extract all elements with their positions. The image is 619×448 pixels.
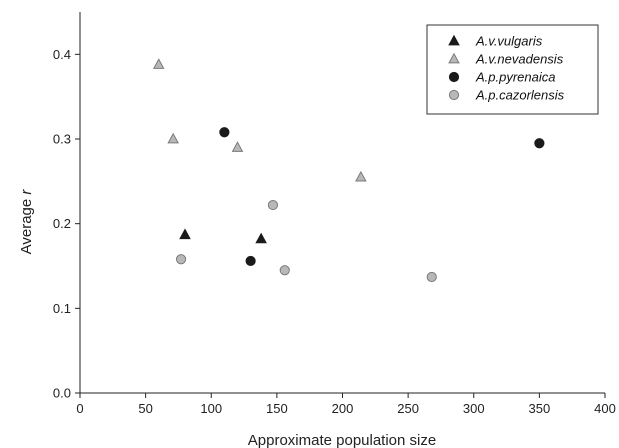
legend-marker (448, 89, 460, 101)
y-tick-label: 0.1 (53, 301, 71, 316)
x-tick-label: 150 (266, 401, 288, 416)
data-point (219, 127, 230, 138)
y-axis-title: Average r (18, 189, 35, 255)
legend-marker (448, 71, 460, 83)
y-tick-label: 0.2 (53, 216, 71, 231)
data-point (534, 138, 545, 149)
data-point (179, 228, 191, 240)
data-point (426, 271, 437, 283)
x-tick-label: 50 (138, 401, 152, 416)
legend-label: A.p.cazorlensis (475, 88, 565, 103)
legend-marker (448, 52, 460, 64)
legend-label: A.v.vulgaris (475, 34, 543, 49)
x-axis-title: Approximate population size (248, 432, 436, 448)
y-tick-label: 0.0 (53, 386, 71, 401)
x-tick-label: 0 (76, 401, 83, 416)
x-tick-label: 400 (594, 401, 616, 416)
x-tick-label: 100 (200, 401, 222, 416)
x-tick-label: 250 (397, 401, 419, 416)
data-point (175, 254, 187, 265)
legend-marker (448, 34, 460, 46)
y-axis-title-italic: r (18, 189, 35, 195)
y-tick-label: 0.3 (53, 132, 71, 147)
x-tick-label: 200 (332, 401, 354, 416)
data-point (167, 132, 179, 144)
x-tick-label: 300 (463, 401, 485, 416)
legend-label: A.p.pyrenaica (475, 70, 556, 85)
data-point (267, 199, 279, 211)
data-points (152, 58, 545, 283)
data-point (255, 232, 267, 244)
y-axis-title-main: Average (18, 195, 35, 255)
data-point (355, 170, 367, 182)
x-tick-label: 350 (529, 401, 551, 416)
y-tick-label: 0.4 (53, 47, 71, 62)
data-point (152, 58, 165, 69)
ticks: 0 50 100 150 200 250 300 350 400 0.0 0.1 0.2 0.3 0.4 (53, 47, 616, 416)
legend-label: A.v.nevadensis (475, 52, 564, 67)
data-point (279, 265, 290, 276)
legend: A.v.vulgaris A.v.nevadensis A.p.pyrenaica A… (426, 24, 599, 115)
data-point (231, 141, 244, 152)
data-point (245, 255, 256, 267)
